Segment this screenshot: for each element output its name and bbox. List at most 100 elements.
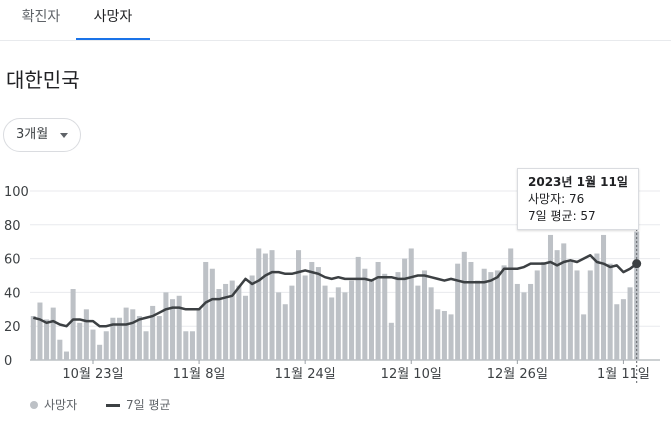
chart-bar[interactable] [216, 289, 222, 360]
chart-bar[interactable] [296, 250, 302, 360]
chart-bar[interactable] [189, 331, 195, 360]
chart-bar[interactable] [362, 268, 368, 360]
chart-bar[interactable] [302, 275, 308, 361]
chart-bar[interactable] [368, 278, 374, 360]
chart-bar[interactable] [601, 234, 607, 360]
chart-bar[interactable] [50, 307, 56, 360]
chart-bar[interactable] [620, 299, 626, 360]
chart-bar[interactable] [203, 261, 209, 360]
chart-bar[interactable] [209, 268, 215, 360]
chart-bar[interactable] [249, 275, 255, 361]
chart-bar[interactable] [349, 280, 355, 360]
tab-deaths[interactable]: 사망자 [76, 0, 150, 40]
chart-bar[interactable] [547, 234, 554, 360]
chart-bar[interactable] [136, 316, 142, 360]
chart-bar[interactable] [242, 295, 249, 360]
range-dropdown[interactable]: 3개월 [3, 118, 81, 152]
chart-bar[interactable] [402, 258, 408, 360]
chart-bar[interactable] [508, 248, 514, 360]
chart-bar[interactable] [322, 285, 328, 360]
chart-bar[interactable] [395, 272, 401, 360]
chart-bar[interactable] [269, 250, 275, 360]
chart-bar[interactable] [123, 307, 129, 360]
chart-bar[interactable] [514, 283, 520, 360]
tooltip-date: 2023년 1월 11일 [528, 175, 628, 189]
chart-bar[interactable] [428, 287, 434, 360]
chart-bar[interactable] [335, 287, 341, 360]
chart-bar[interactable] [30, 316, 36, 360]
tooltip-deaths: 사망자: 76 [528, 192, 585, 206]
chart-bar[interactable] [289, 285, 295, 360]
chart-bar[interactable] [521, 292, 527, 360]
chart-bar[interactable] [627, 287, 633, 360]
chart-bar[interactable] [57, 339, 63, 360]
chart-bar[interactable] [116, 317, 123, 360]
chart-bar[interactable] [594, 253, 600, 360]
chart-bar[interactable] [150, 305, 156, 360]
chart-bar[interactable] [614, 304, 620, 360]
chart-bar[interactable] [455, 263, 461, 360]
chart-bar[interactable] [156, 316, 162, 360]
chart-bar[interactable] [488, 272, 494, 360]
chart-bar[interactable] [176, 295, 182, 360]
chart-bar[interactable] [236, 285, 242, 360]
chart-bar[interactable] [541, 261, 547, 360]
deaths-chart[interactable]: 0 20 40 60 80 100 10월 23일 11월 8일 11월 24일 12월 10일 1… [0, 170, 671, 385]
chart-bar[interactable] [223, 283, 229, 360]
chart-bar[interactable] [196, 309, 202, 360]
chart-bar[interactable] [382, 273, 388, 360]
chart-bar[interactable] [355, 256, 361, 360]
chart-bar[interactable] [256, 248, 262, 360]
chart-bar[interactable] [435, 309, 441, 360]
chart-bar[interactable] [183, 331, 189, 360]
chart-bar[interactable] [70, 289, 76, 360]
chart-bar[interactable] [143, 331, 149, 360]
chart-bar[interactable] [262, 253, 268, 360]
chart-bar[interactable] [448, 314, 454, 360]
chart-bar[interactable] [103, 331, 109, 360]
tab-confirmed[interactable]: 확진자 [21, 9, 61, 25]
chart-bar[interactable] [37, 302, 43, 360]
chart-bar[interactable] [163, 292, 169, 360]
y-tick-label: 40 [4, 286, 21, 301]
chart-bar[interactable] [342, 292, 348, 360]
chart-bar[interactable] [282, 304, 288, 360]
chart-bar[interactable] [63, 351, 69, 360]
chart-bar[interactable] [468, 261, 474, 360]
chart-bar[interactable] [567, 260, 573, 360]
chart-bar[interactable] [528, 283, 534, 360]
chart-bar[interactable] [561, 243, 567, 360]
chart-bar[interactable] [587, 270, 593, 360]
chart-bar[interactable] [494, 270, 500, 360]
chart-bar[interactable] [83, 309, 89, 360]
chart-bar[interactable] [574, 270, 580, 360]
chart-bar[interactable] [554, 250, 560, 360]
chart-bar[interactable] [481, 268, 487, 360]
chart-bar[interactable] [388, 322, 394, 360]
chart-bar[interactable] [97, 344, 103, 360]
chart-bar[interactable] [170, 299, 176, 360]
chart-bar[interactable] [375, 261, 381, 360]
chart-bar[interactable] [534, 270, 540, 360]
chart-bar[interactable] [130, 309, 136, 360]
chart-bar[interactable] [501, 265, 507, 360]
chart-bar[interactable] [309, 261, 315, 360]
chart-bar[interactable] [607, 263, 613, 360]
chart-bar[interactable] [77, 322, 83, 360]
chart-bar[interactable] [461, 251, 467, 360]
chart-bar[interactable] [315, 267, 321, 360]
chart-bar[interactable] [634, 231, 640, 360]
chart-bar[interactable] [276, 292, 282, 360]
chart-bar[interactable] [415, 285, 421, 360]
x-tick-label: 1월 11일 [597, 367, 650, 382]
chart-bar[interactable] [475, 280, 481, 360]
chart-bar[interactable] [329, 297, 335, 360]
chart-bar[interactable] [229, 280, 235, 360]
chart-bar[interactable] [110, 317, 116, 360]
chart-bar[interactable] [90, 329, 96, 360]
chart-bar[interactable] [581, 314, 587, 360]
chart-bar[interactable] [408, 248, 414, 360]
chart-bar[interactable] [441, 310, 447, 360]
chart-bar[interactable] [421, 270, 428, 360]
chart-bar[interactable] [44, 319, 50, 360]
